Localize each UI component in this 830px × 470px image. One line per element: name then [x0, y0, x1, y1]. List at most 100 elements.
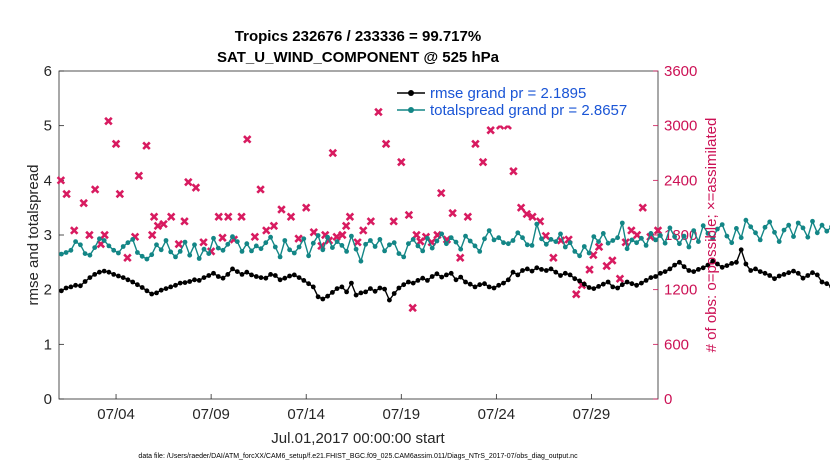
- spread-point: [463, 233, 468, 239]
- spread-point: [648, 231, 654, 236]
- rmse-point: [805, 273, 811, 278]
- rmse-point: [677, 259, 682, 265]
- obs-point-stroke: [237, 212, 246, 221]
- obs-point: [478, 157, 488, 167]
- spread-point: [610, 238, 616, 243]
- rmse-point: [339, 284, 345, 290]
- rmse-point: [781, 272, 787, 277]
- rmse-point: [772, 276, 777, 282]
- spread-point: [639, 235, 644, 241]
- y-tick-label: 5: [44, 118, 52, 135]
- obs-point: [404, 210, 414, 220]
- spread-point: [211, 235, 216, 241]
- y-right-tick-label: 3600: [664, 63, 697, 80]
- obs-point: [123, 253, 132, 262]
- obs-point: [572, 290, 581, 299]
- rmse-point: [154, 290, 159, 296]
- spread-point: [605, 240, 611, 246]
- rmse-point: [277, 277, 283, 283]
- spread-point: [225, 241, 231, 247]
- rmse-point: [263, 275, 269, 281]
- y-right-tick-label: 1200: [664, 282, 697, 299]
- rmse-point: [757, 269, 763, 274]
- rmse-point: [396, 285, 402, 291]
- x-tick-label: 07/29: [573, 406, 611, 423]
- rmse-point: [581, 281, 587, 287]
- spread-point: [667, 225, 673, 231]
- spread-point: [643, 243, 649, 248]
- spread-point: [444, 241, 449, 247]
- rmse-point: [201, 275, 207, 280]
- obs-point-stroke: [214, 212, 223, 221]
- spread-point: [344, 249, 349, 254]
- obs-point-stroke: [159, 219, 168, 229]
- obs-point-stroke: [90, 185, 100, 194]
- spread-point: [434, 238, 440, 244]
- legend-box: [390, 81, 647, 126]
- obs-point: [62, 189, 71, 199]
- rmse-point: [486, 284, 492, 290]
- rmse-point: [358, 290, 364, 296]
- spread-point: [320, 247, 326, 253]
- spread-point: [215, 245, 221, 251]
- obs-point: [243, 135, 252, 144]
- obs-point: [100, 230, 109, 240]
- spread-point: [125, 240, 131, 246]
- rmse-point: [192, 277, 197, 283]
- obs-point-stroke: [115, 189, 125, 199]
- obs-point-stroke: [585, 265, 594, 274]
- obs-point-stroke: [79, 198, 88, 208]
- obs-point-stroke: [615, 274, 625, 283]
- obs-point: [486, 126, 495, 135]
- obs-point: [90, 185, 100, 194]
- spread-point: [63, 250, 69, 255]
- spread-point: [168, 249, 174, 255]
- obs-point: [142, 141, 151, 150]
- spread-point: [196, 256, 202, 261]
- spread-point: [719, 222, 725, 228]
- rmse-point: [686, 268, 692, 273]
- spread-point: [738, 235, 744, 241]
- obs-point-stroke: [111, 139, 121, 149]
- x-axis-label: Jul.01,2017 00:00:00 start: [271, 430, 445, 447]
- spread-point: [515, 230, 521, 236]
- rmse-point: [776, 273, 782, 279]
- spread-point: [139, 253, 145, 259]
- y-tick-label: 3: [44, 227, 52, 244]
- rmse-point: [729, 261, 735, 266]
- obs-point-stroke: [69, 226, 79, 235]
- rmse-point: [234, 269, 240, 274]
- spread-point: [776, 239, 782, 245]
- obs-point: [159, 219, 168, 229]
- rmse-point: [553, 269, 559, 275]
- rmse-point: [562, 270, 568, 276]
- spread-point: [562, 244, 568, 250]
- spread-point: [734, 226, 739, 231]
- rmse-point: [344, 289, 349, 295]
- spread-point: [230, 234, 235, 240]
- plot-area: [58, 70, 659, 400]
- obs-point-stroke: [56, 176, 66, 185]
- spread-point: [524, 242, 530, 248]
- obs-point: [218, 233, 227, 242]
- spread-point: [691, 228, 697, 234]
- spread-point: [106, 243, 112, 249]
- spread-point: [591, 234, 597, 240]
- obs-point-stroke: [321, 230, 330, 240]
- rmse-point: [814, 272, 820, 278]
- rmse-point: [615, 285, 620, 291]
- legend-rmse-label: rmse grand pr = 2.1895: [430, 85, 586, 102]
- obs-point-stroke: [309, 228, 319, 237]
- rmse-point: [658, 270, 663, 276]
- spread-point: [800, 225, 806, 231]
- spread-point: [672, 234, 677, 240]
- rmse-point: [715, 261, 720, 267]
- obs-point: [456, 253, 465, 262]
- obs-point-stroke: [153, 221, 163, 231]
- spread-point: [282, 238, 288, 243]
- obs-point: [381, 139, 391, 149]
- obs-point: [353, 238, 362, 247]
- obs-point-stroke: [85, 230, 94, 240]
- spread-point: [619, 220, 625, 226]
- obs-point-stroke: [142, 141, 151, 150]
